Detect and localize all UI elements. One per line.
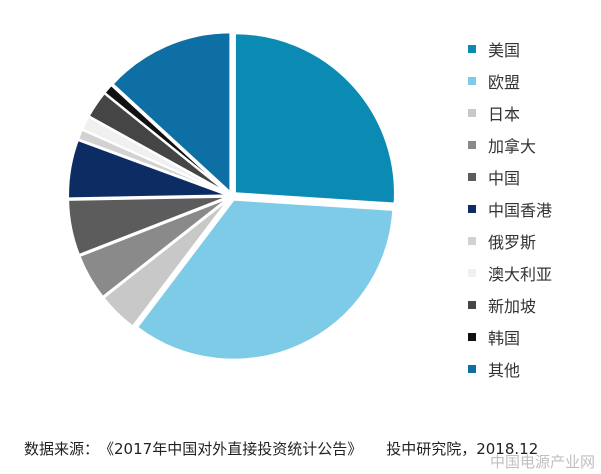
pie-slice	[78, 197, 230, 299]
legend-item: 新加坡	[468, 289, 552, 321]
legend-swatch	[468, 205, 476, 213]
legend-label: 美国	[488, 41, 521, 60]
legend-item: 韩国	[468, 321, 552, 353]
legend-swatch	[468, 77, 476, 85]
pie-slice	[67, 195, 229, 257]
pie-slice	[102, 198, 230, 328]
legend-label: 韩国	[488, 329, 521, 348]
legend-label: 中国	[488, 169, 521, 188]
legend-swatch	[468, 109, 476, 117]
legend-label: 中国香港	[488, 201, 553, 220]
pie-slice	[233, 32, 396, 205]
legend-label: 欧盟	[488, 73, 521, 92]
legend-item: 欧盟	[468, 65, 552, 97]
legend-label: 俄罗斯	[488, 233, 537, 252]
pie-slice	[103, 83, 230, 195]
legend-label: 加拿大	[488, 137, 537, 156]
legend-swatch	[468, 269, 476, 277]
legend-swatch	[468, 237, 476, 245]
legend-swatch	[468, 173, 476, 181]
legend-item: 中国香港	[468, 193, 552, 225]
legend-item: 日本	[468, 97, 552, 129]
legend-item: 澳大利亚	[468, 257, 552, 289]
legend-swatch	[468, 45, 476, 53]
legend-item: 加拿大	[468, 129, 552, 161]
legend-label: 澳大利亚	[488, 265, 553, 284]
pie-slice	[135, 198, 395, 361]
legend-swatch	[468, 333, 476, 341]
legend-label: 日本	[488, 105, 521, 124]
legend-swatch	[468, 301, 476, 309]
source-publisher: 投中研究院，2018.12	[386, 440, 539, 458]
legend-item: 美国	[468, 33, 552, 65]
legend-item: 俄罗斯	[468, 225, 552, 257]
legend-label: 新加坡	[488, 297, 537, 316]
source-label: 数据来源：	[24, 440, 100, 458]
legend-swatch	[468, 365, 476, 373]
legend-item: 其他	[468, 353, 552, 385]
legend-swatch	[468, 141, 476, 149]
pie-slice	[111, 31, 232, 195]
legend-item: 中国	[468, 161, 552, 193]
source-note: 数据来源：《2017年中国对外直接投资统计公告》 投中研究院，2018.12	[24, 438, 538, 459]
chart-legend: 美国 欧盟 日本 加拿大 中国 中国香港 俄罗斯 澳大利亚 新加坡 韩国 其他	[468, 33, 552, 385]
legend-label: 其他	[488, 361, 521, 380]
watermark-text: 中国电源产业网	[489, 453, 595, 471]
source-report: 《2017年中国对外直接投资统计公告》	[99, 440, 363, 458]
